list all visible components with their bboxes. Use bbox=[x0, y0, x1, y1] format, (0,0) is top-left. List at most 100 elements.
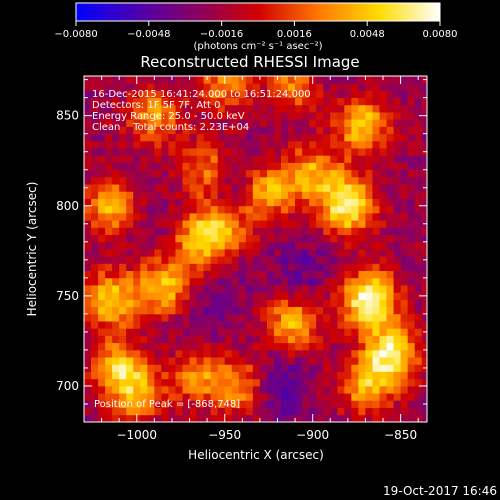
heatmap-cell bbox=[259, 292, 268, 300]
heatmap-cell bbox=[203, 97, 212, 106]
heatmap-cell bbox=[126, 313, 134, 322]
heatmap-cell bbox=[154, 176, 162, 185]
heatmap-cell bbox=[400, 357, 409, 365]
heatmap-cell bbox=[112, 407, 120, 416]
heatmap-cell bbox=[421, 212, 427, 221]
heatmap-cell bbox=[196, 212, 205, 221]
heatmap-cell bbox=[98, 321, 106, 329]
heatmap-cell bbox=[273, 385, 282, 394]
heatmap-cell bbox=[112, 234, 120, 243]
heatmap-cell bbox=[147, 220, 155, 228]
heatmap-cell bbox=[147, 270, 155, 279]
heatmap-cell bbox=[351, 119, 359, 127]
heatmap-cell bbox=[400, 148, 409, 156]
heatmap-cell bbox=[252, 364, 261, 372]
heatmap-cell bbox=[259, 191, 268, 199]
heatmap-cell bbox=[217, 349, 226, 358]
heatmap-cell bbox=[400, 371, 409, 380]
heatmap-cell bbox=[119, 97, 127, 106]
heatmap-cell bbox=[154, 148, 162, 156]
heatmap-cell bbox=[140, 263, 148, 272]
heatmap-cell bbox=[393, 155, 402, 163]
heatmap-cell bbox=[196, 270, 205, 279]
heatmap-cell bbox=[84, 371, 92, 380]
heatmap-cell bbox=[288, 342, 296, 351]
heatmap-cell bbox=[175, 198, 183, 207]
heatmap-cell bbox=[379, 155, 387, 163]
heatmap-cell bbox=[295, 169, 303, 178]
heatmap-cell bbox=[302, 342, 310, 351]
heatmap-cell bbox=[217, 292, 226, 300]
heatmap-cell bbox=[126, 306, 134, 315]
heatmap-cell bbox=[224, 148, 233, 156]
heatmap-cell bbox=[295, 162, 303, 171]
heatmap-cell bbox=[414, 241, 423, 250]
heatmap-cell bbox=[351, 328, 359, 336]
heatmap-cell bbox=[231, 256, 240, 264]
heatmap-cell bbox=[245, 126, 254, 135]
heatmap-cell bbox=[168, 162, 176, 171]
heatmap-cell bbox=[259, 162, 268, 171]
heatmap-cell bbox=[302, 349, 310, 358]
heatmap-cell bbox=[281, 357, 289, 365]
heatmap-cell bbox=[372, 148, 380, 156]
heatmap-cell bbox=[105, 256, 113, 264]
heatmap-cell bbox=[288, 227, 296, 235]
heatmap-cell bbox=[379, 378, 387, 387]
heatmap-cell bbox=[386, 119, 394, 127]
x-tick-label: −900 bbox=[296, 428, 329, 442]
heatmap-cell bbox=[161, 249, 169, 257]
heatmap-cell bbox=[295, 385, 303, 394]
heatmap-cell bbox=[365, 162, 373, 171]
heatmap-cell bbox=[168, 285, 176, 293]
heatmap-cell bbox=[288, 371, 296, 380]
heatmap-cell bbox=[309, 393, 317, 401]
heatmap-cell bbox=[196, 76, 205, 84]
heatmap-cell bbox=[217, 205, 226, 214]
heatmap-cell bbox=[210, 393, 219, 401]
heatmap-cell bbox=[238, 212, 247, 221]
heatmap-cell bbox=[119, 249, 127, 257]
heatmap-cell bbox=[203, 162, 212, 171]
heatmap-cell bbox=[182, 414, 190, 422]
heatmap-cell bbox=[203, 83, 212, 91]
heatmap-cell bbox=[91, 191, 99, 199]
heatmap-cell bbox=[400, 126, 409, 135]
heatmap-cell bbox=[112, 112, 120, 120]
heatmap-cell bbox=[330, 198, 338, 207]
heatmap-cell bbox=[189, 119, 197, 127]
heatmap-cell bbox=[175, 299, 183, 308]
heatmap-cell bbox=[337, 162, 345, 171]
heatmap-cell bbox=[252, 133, 261, 142]
heatmap-cell bbox=[196, 104, 205, 113]
heatmap-cell bbox=[252, 371, 261, 380]
heatmap-cell bbox=[91, 349, 99, 358]
heatmap-cell bbox=[161, 285, 169, 293]
heatmap-cell bbox=[217, 357, 226, 365]
heatmap-cell bbox=[266, 328, 275, 336]
heatmap-cell bbox=[224, 313, 233, 322]
heatmap-cell bbox=[189, 407, 197, 416]
heatmap-cell bbox=[273, 256, 282, 264]
heatmap-cell bbox=[196, 342, 205, 351]
heatmap-cell bbox=[161, 220, 169, 228]
heatmap-cell bbox=[259, 414, 268, 422]
heatmap-cell bbox=[196, 414, 205, 422]
heatmap-cell bbox=[358, 256, 366, 264]
heatmap-cell bbox=[84, 97, 92, 106]
heatmap-cell bbox=[323, 249, 331, 257]
heatmap-cell bbox=[337, 313, 345, 322]
heatmap-cell bbox=[252, 292, 261, 300]
heatmap-cell bbox=[372, 285, 380, 293]
heatmap-cell bbox=[344, 357, 352, 365]
heatmap-cell bbox=[182, 357, 190, 365]
heatmap-cell bbox=[210, 90, 219, 99]
heatmap-cell bbox=[238, 270, 247, 279]
heatmap-cell bbox=[323, 112, 331, 120]
heatmap-cell bbox=[203, 342, 212, 351]
heatmap-cell bbox=[210, 227, 219, 235]
heatmap-cell bbox=[98, 227, 106, 235]
heatmap-cell bbox=[351, 169, 359, 178]
heatmap-cell bbox=[105, 227, 113, 235]
heatmap-cell bbox=[365, 385, 373, 394]
